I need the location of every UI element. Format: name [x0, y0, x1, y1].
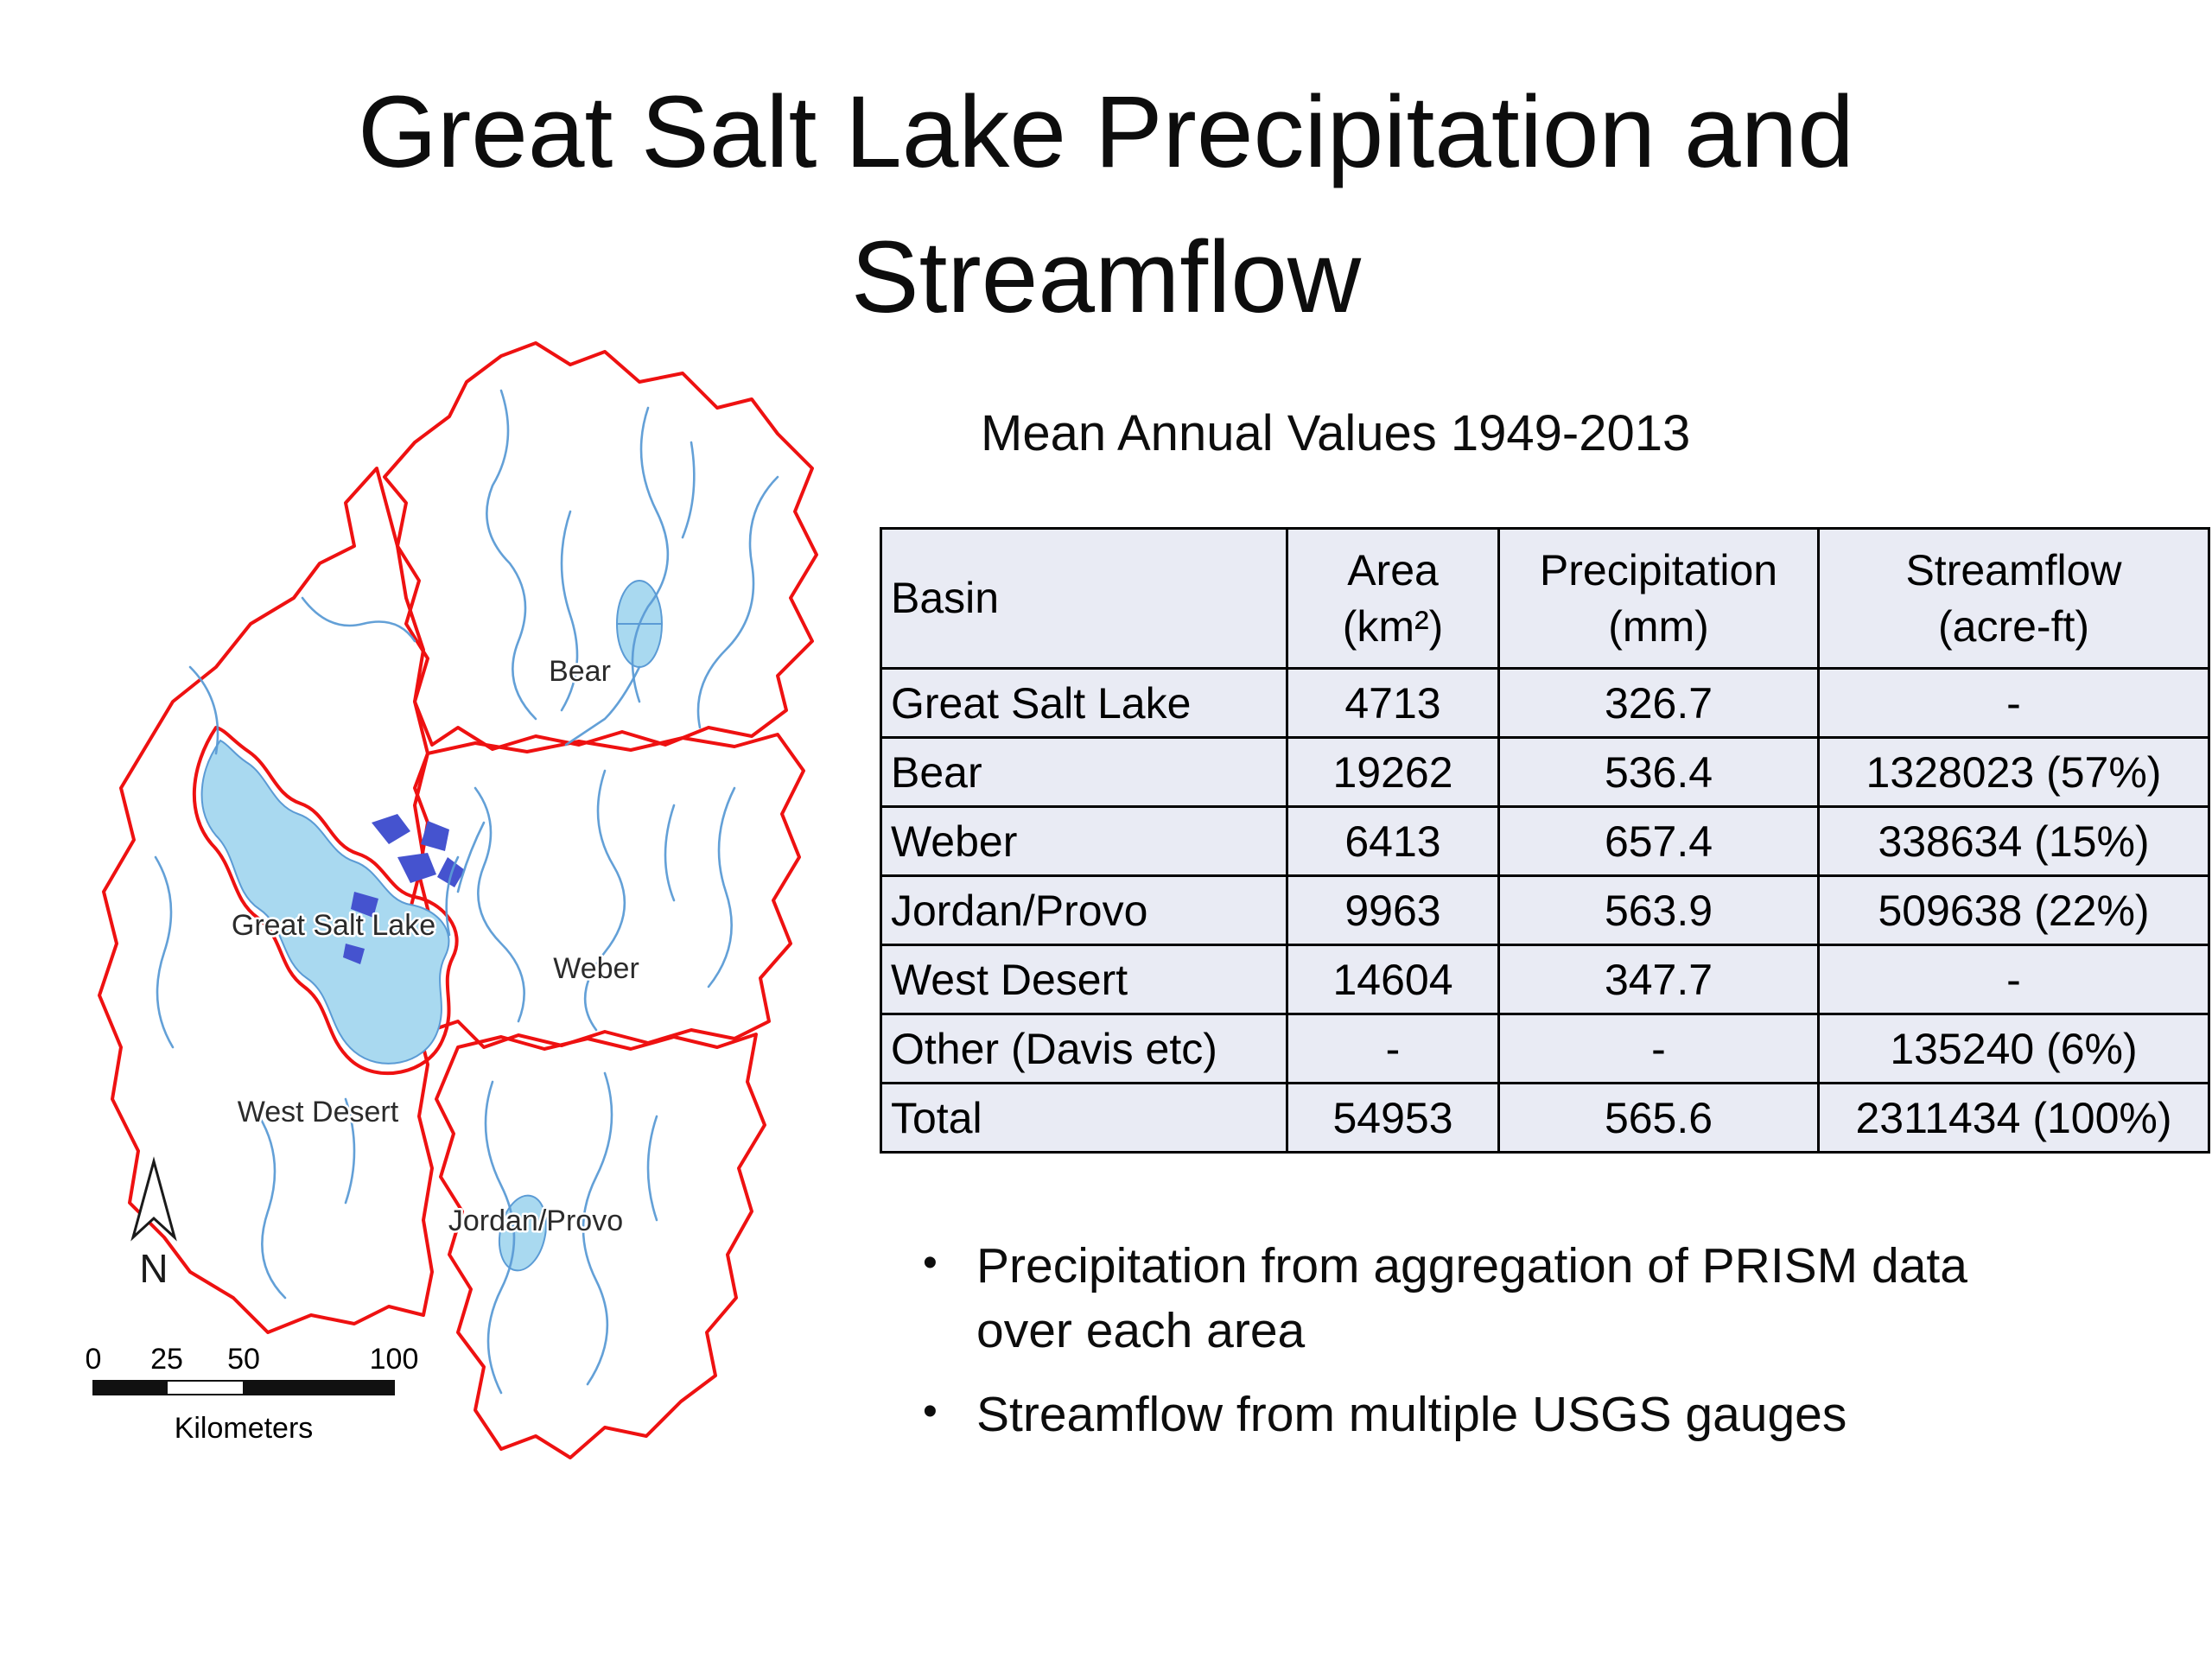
table-cell-basin: Total: [880, 1082, 1288, 1154]
river: [257, 1115, 287, 1300]
table-cell-stream: -: [1817, 667, 2210, 739]
table-cell-stream: -: [1817, 944, 2210, 1015]
column-header-streamflow: Streamflow (acre-ft): [1817, 527, 2210, 670]
note-streamflow-source: Streamflow from multiple USGS gauges: [899, 1382, 1996, 1447]
table-row: Other (Davis etc) - - 135240 (6%): [880, 1013, 2210, 1084]
scale-tick-100: 100: [370, 1343, 419, 1376]
table-cell-stream: 1328023 (57%): [1817, 736, 2210, 808]
scale-unit-label: Kilometers: [175, 1412, 314, 1445]
table-cell-area: 6413: [1286, 805, 1500, 877]
basin-boundary-jordan-provo: [435, 1033, 766, 1459]
column-header-basin: Basin: [880, 527, 1288, 670]
table-cell-precip: 347.7: [1497, 944, 1820, 1015]
wetland-patch: [397, 853, 436, 883]
river: [486, 389, 537, 721]
river: [707, 786, 736, 988]
wetland-patch: [372, 814, 410, 844]
wetland-patch: [421, 821, 449, 851]
table-cell-area: 54953: [1286, 1082, 1500, 1154]
wetland-patch: [351, 892, 378, 918]
table-cell-precip: 326.7: [1497, 667, 1820, 739]
river: [681, 441, 696, 539]
table-cell-area: 9963: [1286, 874, 1500, 946]
table-cell-area: -: [1286, 1013, 1500, 1084]
table-cell-area: 19262: [1286, 736, 1500, 808]
river: [583, 769, 626, 1032]
north-arrow-icon: [130, 1156, 177, 1242]
river: [696, 475, 779, 729]
watershed-map: Bear Great Salt Lake Weber West Desert J…: [86, 341, 818, 1459]
scale-bar-segment: [166, 1380, 245, 1395]
table-cell-stream: 338634 (15%): [1817, 805, 2210, 877]
north-label: N: [139, 1246, 168, 1291]
table-row: Total 54953 565.6 2311434 (100%): [880, 1082, 2210, 1154]
river: [582, 1071, 613, 1386]
table-subtitle: Mean Annual Values 1949-2013: [981, 405, 1691, 461]
river: [456, 821, 486, 893]
map-label-bear: Bear: [549, 655, 611, 688]
table-cell-precip: -: [1497, 1013, 1820, 1084]
table-cell-basin: West Desert: [880, 944, 1288, 1015]
scale-tick-50: 50: [227, 1343, 260, 1376]
table-cell-area: 14604: [1286, 944, 1500, 1015]
map-label-weber: Weber: [553, 952, 639, 985]
mean-annual-values-table: Basin Area (km²) Precipitation (mm) Stre…: [880, 527, 2210, 1154]
river: [631, 406, 670, 703]
table-row: Great Salt Lake 4713 326.7 -: [880, 667, 2210, 739]
table-row: Weber 6413 657.4 338634 (15%): [880, 805, 2210, 877]
notes-list: Precipitation from aggregation of PRISM …: [899, 1234, 1996, 1467]
column-header-precipitation: Precipitation (mm): [1497, 527, 1820, 670]
river: [564, 665, 641, 747]
basin-boundary-bear: [383, 341, 818, 751]
table-row: West Desert 14604 347.7 -: [880, 944, 2210, 1015]
river: [301, 596, 416, 643]
table-cell-basin: Great Salt Lake: [880, 667, 1288, 739]
table-cell-precip: 563.9: [1497, 874, 1820, 946]
river: [344, 1097, 356, 1205]
river: [474, 786, 525, 1023]
table-cell-area: 4713: [1286, 667, 1500, 739]
wetland-patch: [343, 944, 365, 964]
river: [560, 510, 579, 712]
river: [154, 855, 175, 1049]
river: [188, 665, 219, 755]
river: [484, 1080, 516, 1395]
table-cell-basin: Bear: [880, 736, 1288, 808]
table-cell-basin: Jordan/Provo: [880, 874, 1288, 946]
great-salt-lake-water: [200, 739, 450, 1065]
river: [664, 804, 676, 902]
map-label-great-salt-lake: Great Salt Lake: [232, 909, 435, 942]
river: [646, 1115, 658, 1222]
table-cell-precip: 565.6: [1497, 1082, 1820, 1154]
map-label-west-desert: West Desert: [238, 1096, 399, 1128]
slide-title: Great Salt Lake Precipitation and Stream…: [358, 75, 1854, 334]
table-cell-basin: Other (Davis etc): [880, 1013, 1288, 1084]
table-cell-stream: 135240 (6%): [1817, 1013, 2210, 1084]
table-cell-precip: 536.4: [1497, 736, 1820, 808]
table-header-row: Basin Area (km²) Precipitation (mm) Stre…: [880, 527, 2210, 670]
scale-bar-segment: [92, 1380, 168, 1395]
table-cell-precip: 657.4: [1497, 805, 1820, 877]
note-precipitation-source: Precipitation from aggregation of PRISM …: [899, 1234, 1996, 1363]
column-header-area: Area (km²): [1286, 527, 1500, 670]
river: [445, 855, 460, 937]
map-label-jordan-provo: Jordan/Provo: [448, 1205, 623, 1237]
table-row: Jordan/Provo 9963 563.9 509638 (22%): [880, 874, 2210, 946]
table-row: Bear 19262 536.4 1328023 (57%): [880, 736, 2210, 808]
basin-boundary-great-salt-lake: [192, 726, 459, 1075]
scale-tick-0: 0: [86, 1343, 101, 1376]
basin-boundary-weber: [413, 733, 805, 1049]
table-cell-stream: 2311434 (100%): [1817, 1082, 2210, 1154]
scale-bar-segment: [243, 1380, 395, 1395]
table-cell-stream: 509638 (22%): [1817, 874, 2210, 946]
table-cell-basin: Weber: [880, 805, 1288, 877]
scale-tick-25: 25: [150, 1343, 183, 1376]
